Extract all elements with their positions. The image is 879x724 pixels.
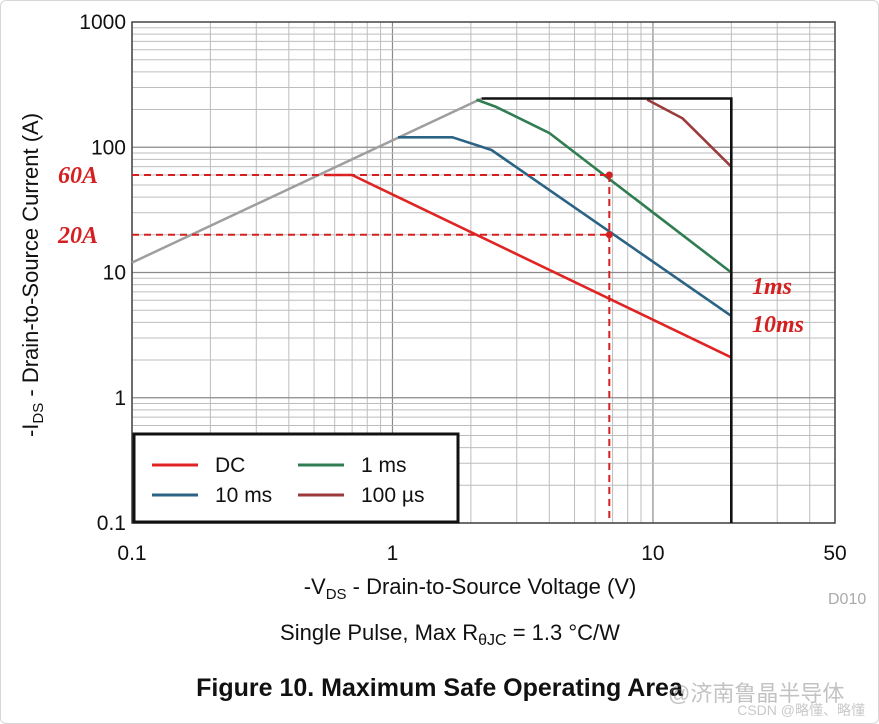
watermark: CSDN @略懂、略懂 (737, 702, 865, 718)
y-tick-label: 100 (91, 136, 126, 159)
y-tick-label: 0.1 (97, 512, 126, 535)
annotation-label-60a: 60A (58, 163, 98, 189)
plot-border (131, 21, 836, 524)
x-tick-label: 0.1 (117, 542, 146, 565)
x-axis-label: -VDS - Drain-to-Source Voltage (V) (304, 574, 637, 603)
annotation-right-label-1ms: 1ms (752, 274, 792, 300)
legend-label: DC (215, 454, 245, 477)
legend-label: 1 ms (361, 454, 407, 477)
annotation-layer: 60A 20A 1ms 10ms (57, 163, 804, 523)
annotation-point (605, 171, 613, 179)
watermark-brand: @济南鲁晶半导体 (668, 681, 845, 706)
legend-box (132, 432, 460, 524)
y-tick-label: 1000 (79, 11, 126, 34)
figure-caption: Figure 10. Maximum Safe Operating Area (196, 674, 683, 702)
rds-limit-line (131, 97, 483, 264)
legend: DC 10 ms 1 ms 100 µs (132, 432, 460, 524)
chart-subtitle: Single Pulse, Max RθJC = 1.3 °C/W (280, 620, 620, 649)
x-tick-label: 1 (387, 542, 399, 565)
voltage-limit-boundary (481, 97, 733, 523)
tick-labels: 0.1 1 10 50 0.1 1 10 100 1000 (79, 11, 846, 565)
legend-label: 100 µs (361, 484, 424, 507)
annotation-label-20a: 20A (57, 223, 98, 249)
figure-code: D010 (828, 591, 866, 608)
annotation-right-label-10ms: 10ms (752, 312, 804, 338)
y-tick-label: 10 (103, 262, 126, 285)
legend-label: 10 ms (215, 484, 272, 507)
x-tick-label: 50 (823, 542, 846, 565)
y-axis-label: -IDS - Drain-to-Source Current (A) (18, 113, 47, 437)
y-tick-label: 1 (114, 387, 126, 410)
annotation-point (605, 231, 613, 239)
series-line-100-s (646, 98, 733, 168)
x-tick-label: 10 (641, 542, 664, 565)
series-line-1-ms (475, 98, 733, 274)
